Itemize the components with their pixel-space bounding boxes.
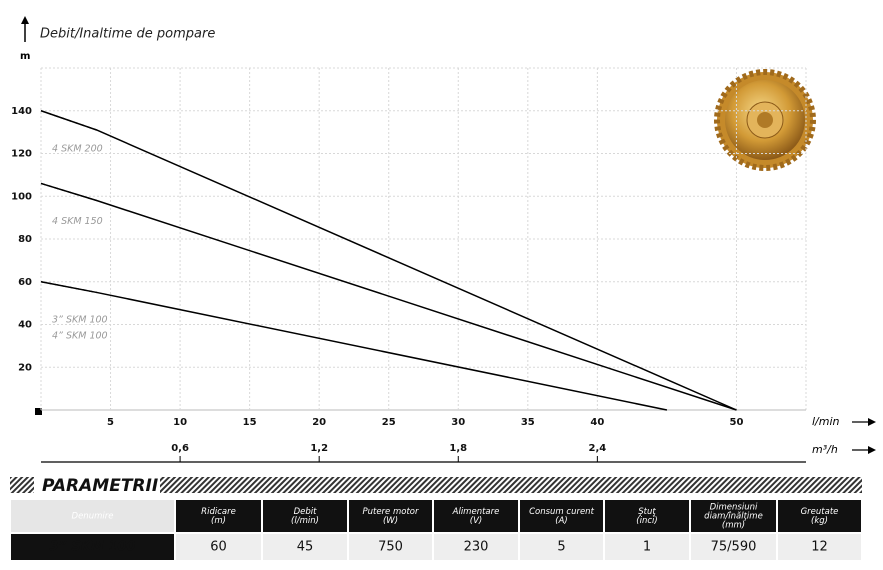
x-tick-label: 50 xyxy=(729,417,743,428)
series-label: 4 SKM 200 xyxy=(52,143,103,154)
header-cell xyxy=(605,500,689,532)
header-text: Greutate xyxy=(801,507,839,517)
header-cell xyxy=(349,500,432,532)
x2-axis-label: m³/h xyxy=(812,443,838,456)
y-axis-label: m xyxy=(20,51,30,62)
x2-tick-label: 1,8 xyxy=(449,443,467,454)
x-arrow-head xyxy=(868,418,876,426)
x2-tick-label: 2,4 xyxy=(589,443,607,454)
cell xyxy=(605,534,689,560)
cell xyxy=(434,534,518,560)
curve xyxy=(40,281,668,411)
x-tick-label: 30 xyxy=(451,417,465,428)
header-text: Ştuţ xyxy=(638,507,656,517)
series-label: 4” SKM 100 xyxy=(52,330,108,341)
header-cell xyxy=(691,500,776,532)
header-cell xyxy=(11,500,174,532)
header-text: Consum curent xyxy=(529,507,594,517)
x-axis-label: l/min xyxy=(812,415,840,428)
cell xyxy=(520,534,603,560)
header-text: Dimensiuni xyxy=(710,503,758,513)
cell xyxy=(11,534,174,560)
header-text: Debit xyxy=(294,507,318,517)
y-tick-label: 20 xyxy=(18,362,32,373)
y-tick-label: 80 xyxy=(18,234,32,245)
cell xyxy=(263,534,347,560)
table-title: PARAMETRII xyxy=(42,476,158,496)
cell-text: 1 xyxy=(643,540,651,555)
x2-tick-label: 0,6 xyxy=(171,443,189,454)
y-tick-label: 120 xyxy=(11,149,32,160)
hatch-right xyxy=(160,477,862,493)
header-cell xyxy=(263,500,347,532)
cell-text: 750 xyxy=(378,540,403,555)
header-text: (V) xyxy=(470,516,482,526)
x-tick-label: 35 xyxy=(521,417,535,428)
series-label: 4 SKM 150 xyxy=(52,216,103,227)
cell-text: 75/590 xyxy=(711,540,757,555)
origin-marker xyxy=(35,408,42,415)
header-text: Denumire xyxy=(72,512,114,522)
cell-text: 230 xyxy=(464,540,489,555)
header-cell xyxy=(176,500,261,532)
header-cell xyxy=(778,500,861,532)
header-text: (l/min) xyxy=(291,516,319,526)
x-tick-label: 10 xyxy=(173,417,187,428)
cell xyxy=(176,534,261,560)
header-text: (m) xyxy=(211,516,226,526)
cell xyxy=(691,534,776,560)
cell-text: 45 xyxy=(297,540,314,555)
x2-arrow-head xyxy=(868,446,876,454)
header-cell xyxy=(520,500,603,532)
header-text: (mm) xyxy=(722,521,745,531)
cell-text: 12 xyxy=(811,540,828,555)
y-tick-label: 60 xyxy=(18,277,32,288)
chart-title: Debit/Inaltime de pompare xyxy=(40,27,215,42)
x-tick-label: 40 xyxy=(590,417,604,428)
header-text: (kg) xyxy=(811,516,828,526)
header-text: (A) xyxy=(555,516,567,526)
header-text: diam/înălţime xyxy=(704,512,763,522)
x2-tick-label: 1,2 xyxy=(310,443,328,454)
header-text: Alimentare xyxy=(452,507,500,517)
hatch-left xyxy=(10,477,34,493)
x-tick-label: 20 xyxy=(312,417,326,428)
x-tick-label: 15 xyxy=(243,417,257,428)
curve xyxy=(40,110,737,411)
y-tick-label: 140 xyxy=(11,106,32,117)
x-tick-label: 5 xyxy=(107,417,114,428)
cell-text: 60 xyxy=(210,540,227,555)
y-arrow-head xyxy=(21,16,29,24)
series-label: 3” SKM 100 xyxy=(52,314,108,325)
cell-text: 3” SKM 100 xyxy=(50,540,136,555)
header-text: Putere motor xyxy=(362,507,419,517)
header-text: Ridicare xyxy=(201,507,236,517)
curve xyxy=(40,182,737,411)
x-tick-label: 25 xyxy=(382,417,396,428)
header-cell xyxy=(434,500,518,532)
y-tick-label: 40 xyxy=(18,320,32,331)
y-tick-label: 100 xyxy=(11,191,32,202)
header-text: (inci) xyxy=(636,516,657,526)
cell xyxy=(349,534,432,560)
cell-text: 5 xyxy=(557,540,565,555)
header-text: (W) xyxy=(383,516,398,526)
cell xyxy=(778,534,861,560)
